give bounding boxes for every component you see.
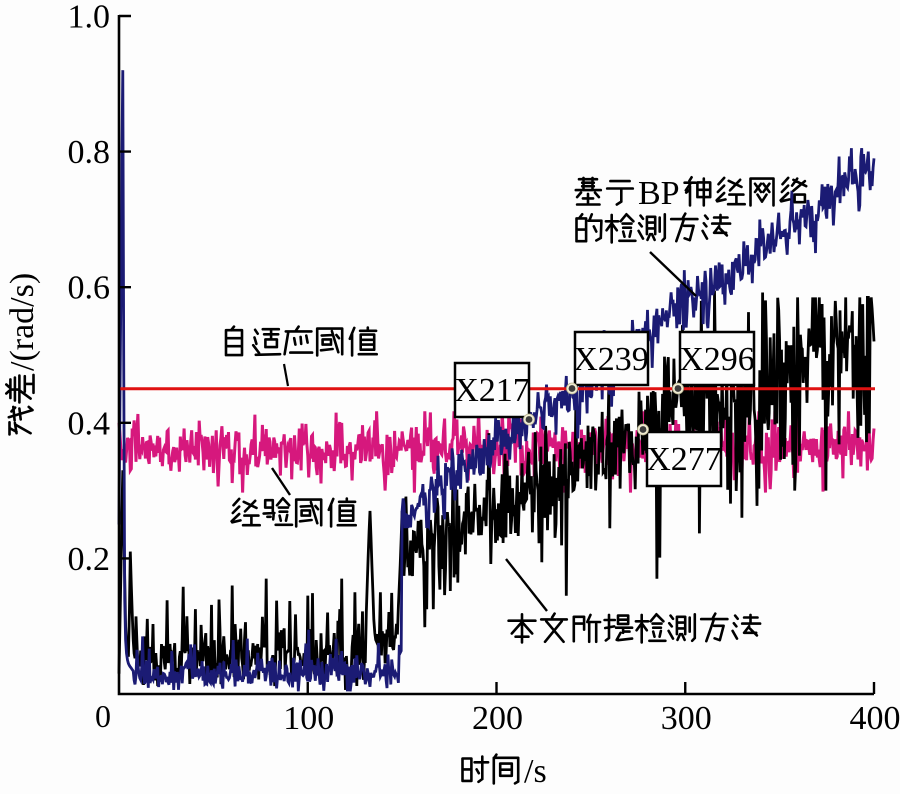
svg-text:BP: BP [638,175,680,212]
svg-text:X296: X296 [679,341,755,378]
svg-text:200: 200 [472,700,523,737]
svg-text:0: 0 [95,698,111,734]
svg-text:X217: X217 [454,372,530,409]
svg-text:400: 400 [850,700,900,737]
svg-text:300: 300 [661,700,712,737]
svg-text:100: 100 [283,700,334,737]
svg-text:X239: X239 [573,341,649,378]
svg-text:0.6: 0.6 [68,270,111,307]
svg-text:0.4: 0.4 [68,405,111,442]
svg-text:/s: /s [524,753,547,790]
svg-text:/(rad/s): /(rad/s) [4,273,41,371]
svg-text:X277: X277 [646,441,722,478]
svg-text:0.2: 0.2 [68,541,111,578]
svg-text:0.8: 0.8 [68,134,111,171]
svg-text:1.0: 1.0 [68,0,111,36]
